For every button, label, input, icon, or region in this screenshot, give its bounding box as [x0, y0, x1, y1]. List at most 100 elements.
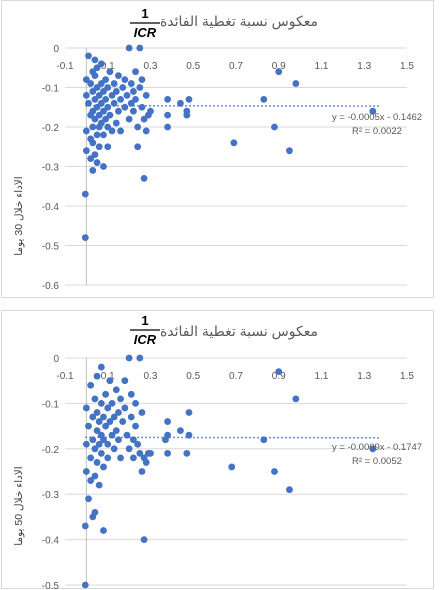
data-point	[87, 477, 95, 484]
data-point	[91, 151, 99, 159]
data-point	[95, 481, 103, 489]
data-point	[127, 390, 135, 398]
data-point	[230, 139, 238, 147]
data-point	[91, 95, 99, 103]
data-point	[121, 76, 129, 83]
data-point	[91, 472, 99, 480]
data-point	[93, 131, 101, 139]
y-tick-label: -0.2	[42, 445, 60, 456]
chart-panel-30-days: معكوس نسبة تغطية الفائدة 1 ICR الاداء خل…	[1, 0, 434, 298]
data-point	[369, 107, 377, 115]
y-tick-label: -0.3	[42, 490, 60, 501]
data-point	[102, 390, 110, 398]
y-tick-label: 0	[53, 354, 59, 365]
data-point	[117, 127, 124, 135]
chart-panel-50-days: معكوس نسبة تغطية الفائدة 1 ICR الاداء خل…	[1, 310, 434, 590]
x-tick-label: 0.1	[101, 371, 115, 382]
data-point	[164, 123, 172, 131]
data-point	[93, 427, 101, 435]
data-point	[127, 413, 135, 421]
data-point	[117, 454, 124, 462]
data-point	[110, 80, 118, 87]
data-point	[104, 440, 112, 448]
data-point	[121, 103, 129, 111]
data-point	[130, 88, 137, 95]
data-point	[89, 413, 97, 421]
data-point	[138, 103, 146, 111]
data-point	[164, 95, 172, 103]
data-point	[110, 413, 118, 421]
data-point	[106, 68, 114, 76]
data-point	[104, 123, 112, 131]
data-point	[110, 445, 118, 453]
data-point	[164, 449, 172, 457]
x-tick-label: 0.1	[101, 61, 115, 72]
y-tick-label: 0	[53, 44, 59, 55]
data-point	[110, 99, 118, 107]
data-point	[228, 463, 236, 471]
data-point	[102, 76, 110, 83]
data-point	[91, 395, 99, 403]
trendline-r2: R² = 0.0022	[352, 126, 402, 137]
data-point	[275, 68, 283, 76]
data-point	[130, 454, 137, 462]
data-point	[132, 68, 139, 76]
data-point	[115, 436, 122, 444]
data-point	[100, 413, 107, 421]
x-tick-label: 1.1	[315, 371, 329, 382]
data-point	[132, 400, 139, 407]
data-point	[125, 445, 133, 453]
data-point	[108, 127, 116, 135]
data-point	[89, 139, 97, 147]
data-point	[82, 404, 90, 412]
data-point	[125, 354, 133, 362]
data-point	[138, 409, 146, 416]
data-point	[91, 72, 99, 80]
data-point	[81, 522, 89, 530]
data-point	[82, 127, 90, 135]
data-point	[93, 84, 101, 91]
scatter-chart-50-days: معكوس نسبة تغطية الفائدة 1 ICR الاداء خل…	[13, 313, 422, 590]
data-point	[106, 111, 114, 119]
data-point	[104, 84, 112, 91]
data-point	[106, 418, 114, 425]
data-point	[87, 454, 95, 462]
y-tick-label: -0.1	[42, 84, 60, 95]
data-point	[93, 409, 101, 416]
data-point	[185, 409, 193, 416]
data-point	[93, 459, 101, 466]
data-point	[85, 52, 92, 60]
data-point	[147, 449, 154, 457]
data-point	[164, 418, 172, 425]
data-point	[82, 147, 90, 155]
data-point	[81, 234, 89, 242]
data-point	[119, 84, 127, 91]
data-point	[136, 354, 144, 362]
data-point	[136, 44, 144, 52]
data-point	[91, 115, 99, 123]
data-point	[125, 44, 133, 52]
data-point	[93, 64, 101, 72]
x-tick-label: 0.3	[144, 61, 158, 72]
data-point	[292, 80, 300, 87]
data-point	[82, 76, 90, 83]
data-point	[87, 80, 95, 87]
chart-title: معكوس نسبة تغطية الفائدة 1 ICR	[130, 6, 318, 40]
data-point	[97, 449, 105, 457]
title-fraction-numerator: 1	[141, 6, 148, 21]
data-point	[100, 131, 107, 139]
y-axis-label: الاداء خلال 30 يوما	[13, 176, 25, 255]
x-tick-label: -0.1	[56, 371, 74, 382]
x-tick-label: -0.1	[56, 61, 74, 72]
data-point	[95, 418, 103, 425]
data-point	[115, 72, 122, 80]
data-point	[93, 372, 101, 380]
data-point	[93, 159, 101, 166]
data-point	[130, 436, 137, 444]
data-point	[183, 449, 191, 457]
data-point	[136, 449, 144, 457]
data-point	[100, 107, 107, 115]
title-fraction-denominator: ICR	[134, 25, 157, 40]
data-point	[286, 486, 293, 494]
plot-area: 0 -0.1 -0.2 -0.3 -0.4 -0.5 -0.1 0.1 0.3 0.5 0.7 0.9…	[42, 354, 415, 590]
